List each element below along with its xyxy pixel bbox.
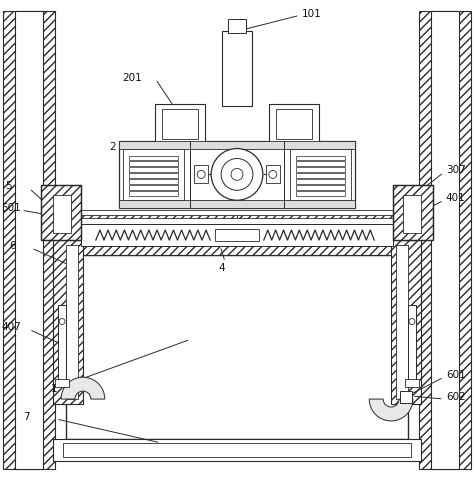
- Text: 602: 602: [446, 392, 465, 402]
- Bar: [69, 218, 405, 224]
- Bar: [41, 185, 81, 240]
- Bar: [419, 12, 471, 469]
- Bar: [128, 174, 178, 178]
- Bar: [290, 148, 351, 200]
- Bar: [118, 200, 356, 208]
- Text: 5: 5: [5, 181, 12, 191]
- Bar: [269, 104, 319, 144]
- Bar: [123, 148, 184, 200]
- Bar: [128, 185, 178, 190]
- Bar: [276, 109, 311, 139]
- Bar: [15, 12, 43, 469]
- Circle shape: [221, 159, 253, 190]
- Wedge shape: [369, 399, 413, 421]
- Text: 501: 501: [1, 203, 21, 213]
- Text: 307: 307: [446, 165, 465, 175]
- Bar: [66, 255, 408, 439]
- Bar: [403, 195, 421, 233]
- Bar: [53, 213, 421, 255]
- Bar: [55, 379, 69, 387]
- Bar: [41, 185, 81, 240]
- Bar: [396, 245, 408, 399]
- Bar: [194, 165, 208, 183]
- Text: 2: 2: [109, 142, 115, 151]
- Bar: [296, 167, 346, 173]
- Circle shape: [269, 171, 277, 178]
- Bar: [215, 229, 259, 241]
- Bar: [118, 141, 356, 208]
- Bar: [63, 210, 411, 215]
- Bar: [53, 195, 71, 233]
- Bar: [408, 305, 416, 384]
- Bar: [393, 185, 433, 240]
- Bar: [128, 167, 178, 173]
- Bar: [391, 240, 421, 404]
- Text: 401: 401: [446, 193, 465, 203]
- Bar: [53, 439, 421, 461]
- Text: 6: 6: [9, 241, 16, 251]
- Bar: [393, 185, 433, 240]
- Bar: [405, 379, 419, 387]
- Text: 4: 4: [218, 263, 225, 273]
- Bar: [228, 19, 246, 33]
- Text: 1: 1: [51, 384, 58, 394]
- Bar: [81, 224, 393, 246]
- Text: 601: 601: [446, 370, 465, 380]
- Bar: [128, 161, 178, 166]
- Text: 7: 7: [23, 412, 30, 422]
- Bar: [296, 156, 346, 161]
- Bar: [66, 245, 78, 399]
- Text: 407: 407: [1, 322, 21, 333]
- Bar: [222, 31, 252, 106]
- Circle shape: [197, 171, 205, 178]
- Bar: [296, 179, 346, 184]
- Bar: [296, 185, 346, 190]
- Circle shape: [59, 319, 65, 324]
- Bar: [296, 174, 346, 178]
- Bar: [296, 191, 346, 196]
- Bar: [3, 12, 55, 469]
- Bar: [118, 141, 356, 148]
- Text: 101: 101: [301, 9, 321, 19]
- Bar: [155, 104, 205, 144]
- Bar: [163, 109, 198, 139]
- Circle shape: [231, 168, 243, 180]
- Circle shape: [211, 148, 263, 200]
- Bar: [128, 191, 178, 196]
- Bar: [63, 443, 411, 457]
- Text: 201: 201: [123, 73, 142, 83]
- Bar: [53, 213, 67, 221]
- Circle shape: [409, 319, 415, 324]
- Bar: [58, 305, 66, 384]
- Bar: [128, 156, 178, 161]
- Bar: [400, 391, 412, 403]
- Bar: [296, 161, 346, 166]
- Bar: [53, 240, 83, 404]
- Wedge shape: [61, 377, 105, 399]
- Bar: [431, 12, 459, 469]
- Text: 3: 3: [300, 142, 306, 151]
- Bar: [407, 213, 421, 221]
- Bar: [128, 179, 178, 184]
- Bar: [266, 165, 280, 183]
